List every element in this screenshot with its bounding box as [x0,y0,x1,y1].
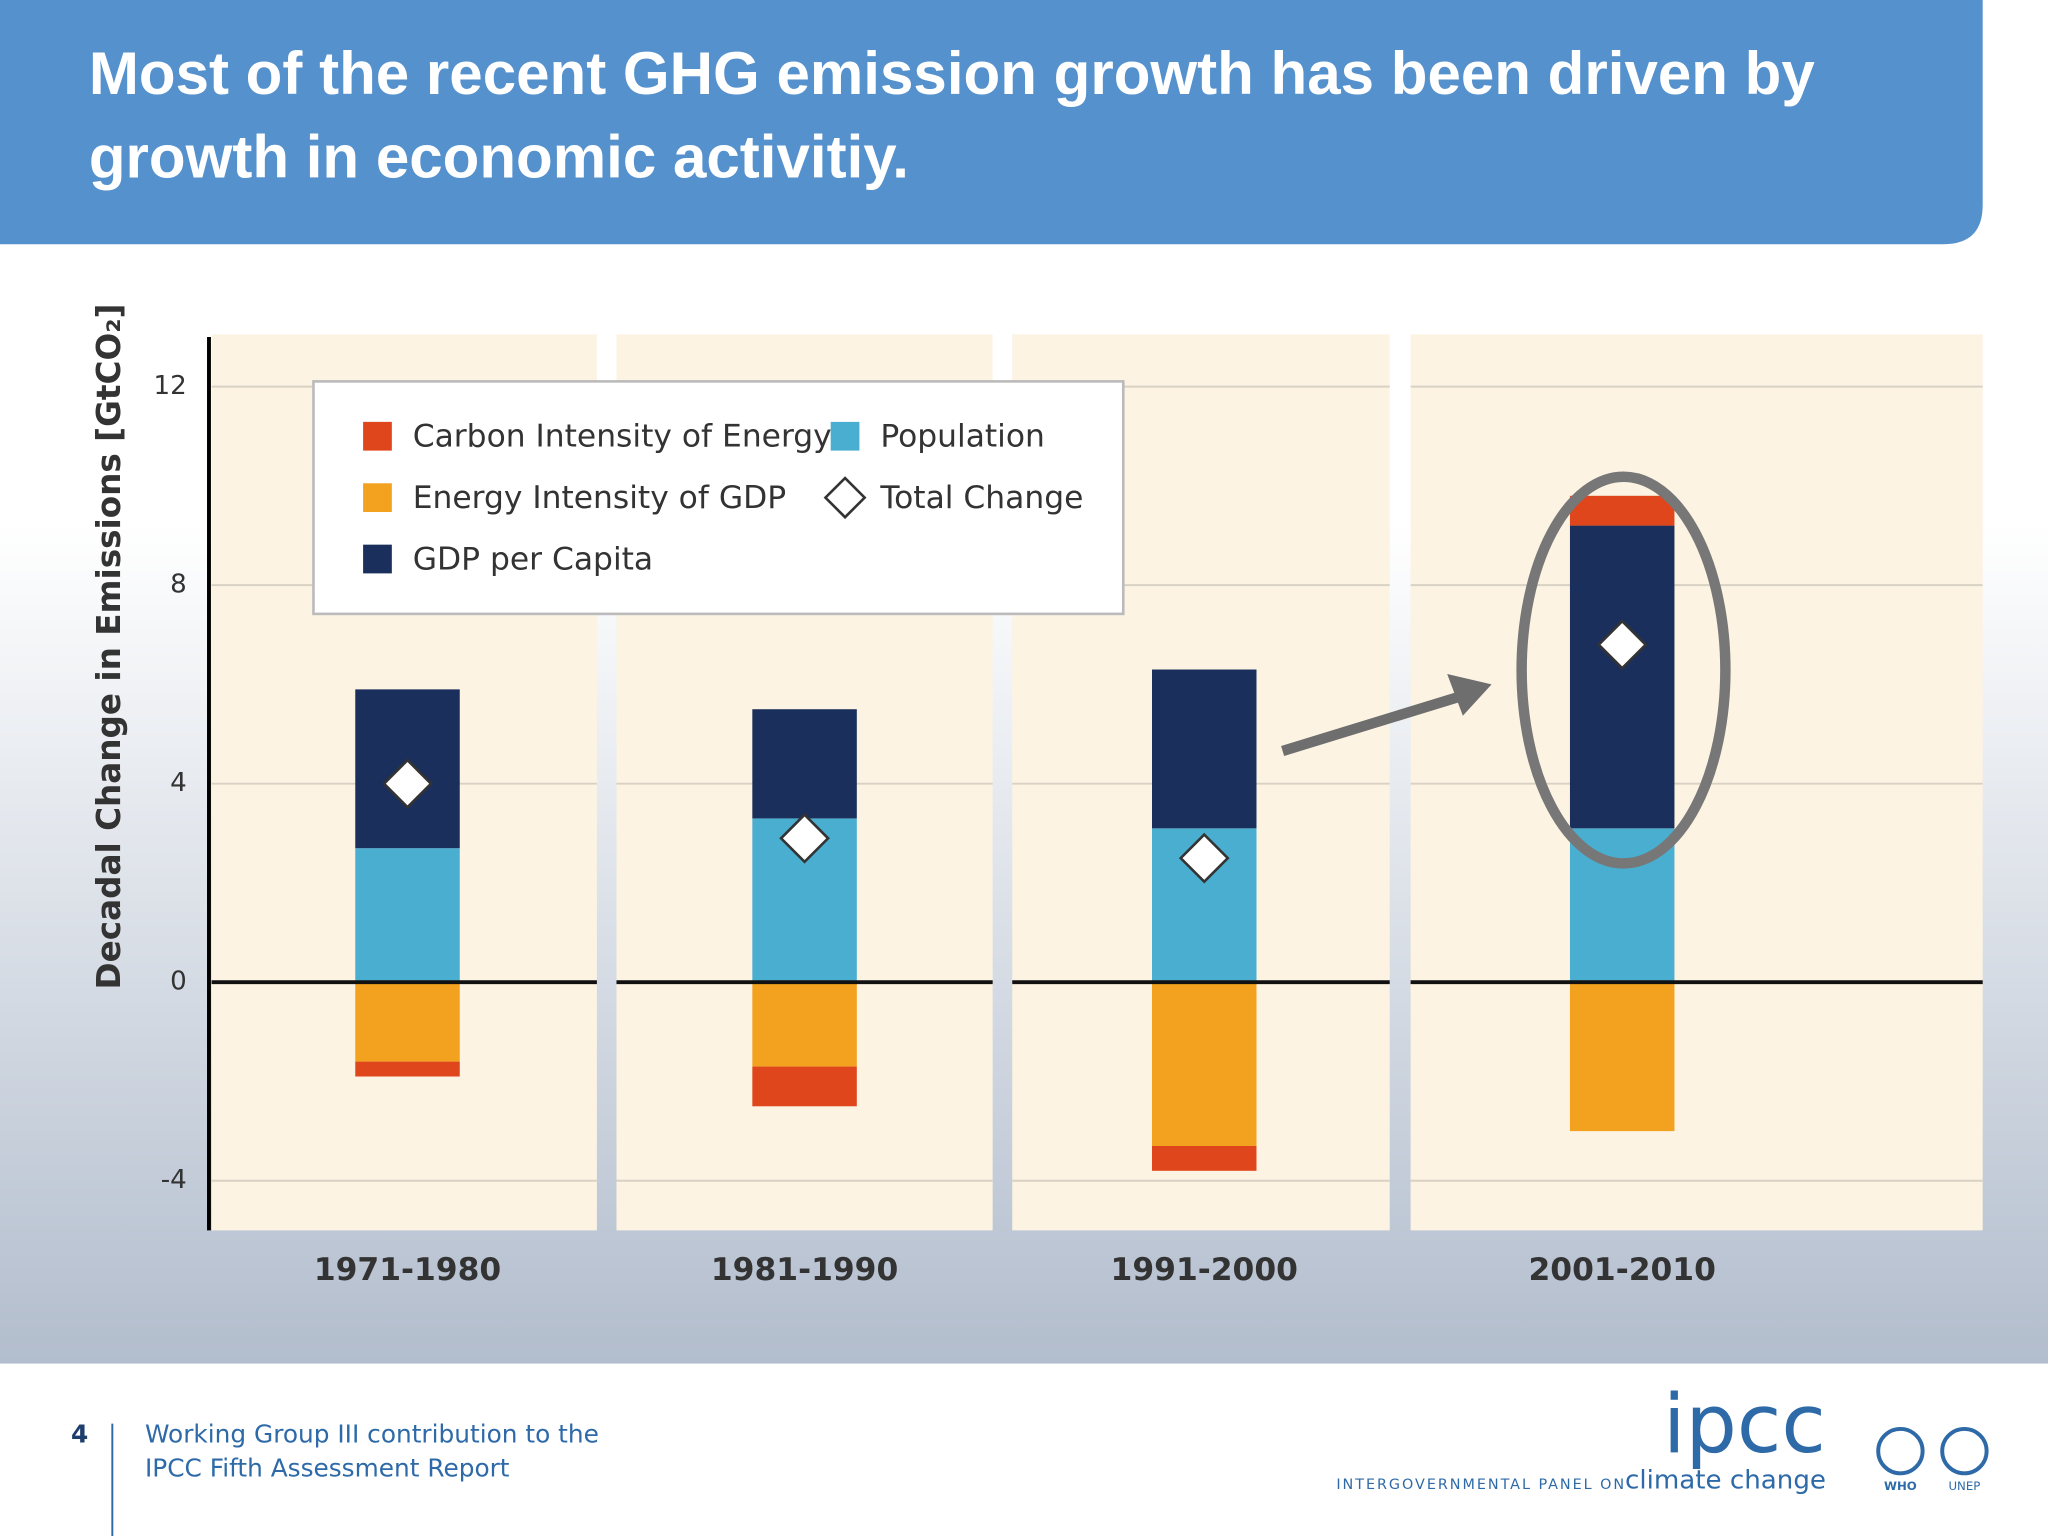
bar-segment [1152,669,1257,829]
ipcc-logo: ipcc [1663,1378,1826,1472]
unep-label: UNEP [1948,1479,1980,1493]
y-axis-label: Decadal Change in Emissions [GtCO₂] [90,304,128,990]
bar-segment [1152,982,1257,1146]
legend-label: Carbon Intensity of Energy [413,419,832,455]
y-tick-label: 12 [154,371,187,401]
total-marker [382,758,433,810]
footer-text: Working Group III contribution to the [145,1419,599,1448]
bar-segment [1569,495,1675,526]
x-tick-label: 2001-2010 [1529,1252,1716,1288]
who-emblem [1876,1426,1925,1476]
legend-swatch [363,544,392,574]
bar-segment [355,1061,460,1077]
unep-emblem [1940,1426,1989,1476]
x-tick-label: 1971-1980 [314,1252,501,1288]
panel [1410,334,1983,1231]
title-box: Most of the recent GHG emission growth h… [88,39,1815,191]
y-tick-label: 8 [170,570,187,600]
bar-segment [1569,982,1675,1132]
who-label: WHO [1884,1479,1917,1493]
ipcc-org: climate change [1625,1466,1826,1496]
y-tick-label: 4 [170,768,187,798]
header-band [0,0,1983,245]
legend-label: Energy Intensity of GDP [413,480,786,516]
total-marker [1596,619,1648,671]
bar-segment [752,1066,857,1107]
total-marker [779,812,830,864]
y-tick-label: -4 [161,1165,187,1195]
x-tick-label: 1991-2000 [1111,1252,1298,1288]
bar-segment [752,709,857,819]
x-tick-label: 1981-1990 [711,1252,898,1288]
bar-segment [355,848,460,983]
y-tick-label: 0 [170,967,187,997]
bar-segment [1152,1145,1257,1171]
total-marker [1178,832,1230,884]
legend-label: Total Change [879,480,1083,516]
highlight-ellipse [1516,471,1731,869]
legend-swatch [830,421,860,451]
legend-label: Population [880,419,1045,455]
slide-title: Most of the recent GHG emission growth h… [88,39,1815,191]
arrow-head [1447,673,1492,716]
bar-segment [752,982,857,1067]
annotation-arrow [1281,689,1468,757]
bar-segment [355,982,460,1062]
legend-diamond [823,476,867,520]
ipcc-org: INTERGOVERNMENTAL PANEL ON [1336,1477,1626,1493]
plot: -4 0 4 8 12 Decadal Change in Emissions [GtCO… [90,304,1983,1288]
page-number: 4 [71,1419,88,1448]
legend-swatch [363,483,392,512]
legend-box [312,380,1125,616]
legend-swatch [363,421,392,451]
footer-text: IPCC Fifth Assessment Report [145,1453,510,1482]
bar-segment [1569,525,1675,829]
legend-label: GDP per Capita [413,541,653,577]
